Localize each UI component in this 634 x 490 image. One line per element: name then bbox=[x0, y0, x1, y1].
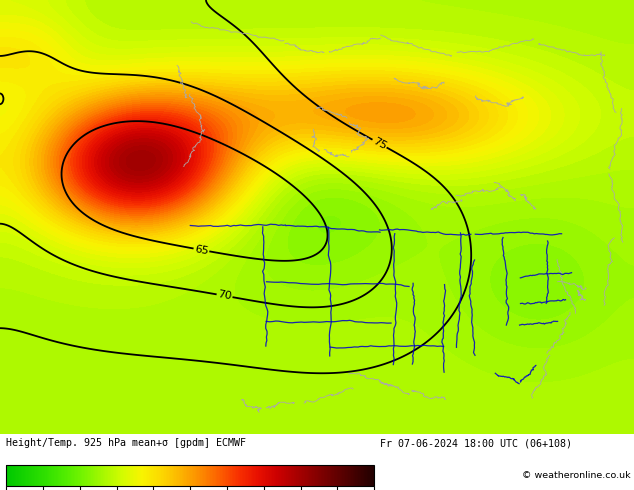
Text: 70: 70 bbox=[217, 290, 233, 302]
Text: © weatheronline.co.uk: © weatheronline.co.uk bbox=[522, 471, 631, 480]
Text: Fr 07-06-2024 18:00 UTC (06+108): Fr 07-06-2024 18:00 UTC (06+108) bbox=[380, 438, 573, 448]
Text: 75: 75 bbox=[371, 136, 388, 151]
Text: Height/Temp. 925 hPa mean+σ [gpdm] ECMWF: Height/Temp. 925 hPa mean+σ [gpdm] ECMWF bbox=[6, 438, 247, 448]
Text: 65: 65 bbox=[193, 244, 209, 256]
